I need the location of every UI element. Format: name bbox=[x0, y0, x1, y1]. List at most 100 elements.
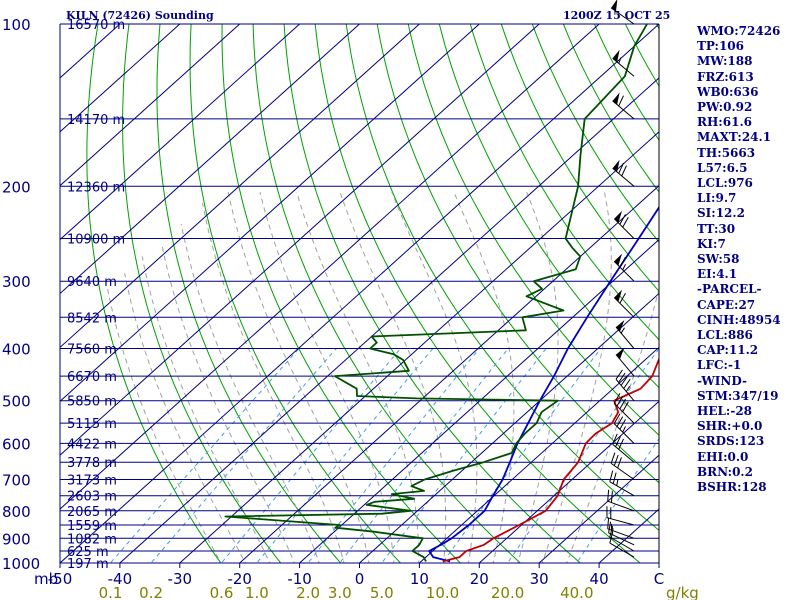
sounding-index: CAP:11.2 bbox=[697, 343, 759, 358]
temperature-tick-label: 0 bbox=[355, 570, 365, 588]
mixing-ratio-line bbox=[109, 348, 300, 563]
mixing-ratio-tick-label: 0.2 bbox=[139, 584, 163, 600]
sounding-index: -PARCEL- bbox=[697, 282, 762, 297]
sounding-index: FRZ:613 bbox=[697, 69, 754, 84]
moist-adiabat bbox=[202, 203, 345, 563]
wind-barb-flag bbox=[608, 521, 612, 533]
mixing-ratio-tick-label: 1.0 bbox=[245, 584, 269, 600]
wind-barb bbox=[607, 517, 635, 539]
mixing-ratio-tick-label: 3.0 bbox=[328, 584, 352, 600]
wind-barb-flag bbox=[619, 214, 626, 225]
dry-adiabat bbox=[314, 24, 641, 563]
dry-adiabat bbox=[500, 24, 659, 292]
height-label: 7560 m bbox=[67, 343, 117, 358]
wind-barb-staff bbox=[609, 536, 635, 552]
sounding-index: TT:30 bbox=[697, 221, 736, 236]
moist-adiabat bbox=[541, 191, 612, 563]
wind-barb-flag bbox=[609, 470, 614, 482]
wind-barb-pennant bbox=[616, 347, 625, 360]
height-label: 625 m bbox=[67, 545, 109, 560]
dewpoint-trace bbox=[224, 24, 648, 562]
wind-barb-half-flag bbox=[620, 327, 625, 334]
mixing-ratio-tick-label: 0.1 bbox=[99, 584, 123, 600]
wind-barb-staff bbox=[615, 378, 635, 402]
parcel-trace bbox=[428, 205, 659, 563]
wind-barb-staff bbox=[609, 542, 635, 558]
sounding-index: -WIND- bbox=[697, 373, 747, 388]
temperature-trace bbox=[442, 357, 659, 563]
wind-barb-half-flag bbox=[622, 426, 626, 433]
isotherm bbox=[418, 346, 659, 563]
wind-barb-flag bbox=[621, 165, 627, 177]
height-label: 197 m bbox=[67, 557, 109, 572]
moist-adiabat bbox=[124, 273, 246, 563]
wind-barb bbox=[612, 49, 635, 77]
wind-barb-flag bbox=[618, 95, 624, 107]
isotherm bbox=[60, 24, 61, 25]
wind-barb-flag bbox=[618, 372, 626, 383]
sounding-index: L57:6.5 bbox=[697, 160, 748, 175]
temperature-tick-label: 30 bbox=[530, 570, 549, 588]
height-label: 5115 m bbox=[67, 417, 117, 432]
sounding-index: CINH:48954 bbox=[697, 312, 781, 327]
wind-barb-flag bbox=[618, 438, 624, 450]
isotherm bbox=[478, 400, 659, 563]
wind-barb-staff bbox=[607, 500, 635, 512]
moist-adiabat bbox=[339, 191, 447, 563]
wind-barb-staff bbox=[615, 326, 635, 349]
wind-barb-flag bbox=[619, 256, 626, 268]
wind-barb-flag bbox=[617, 457, 622, 469]
dry-adiabat bbox=[189, 24, 402, 563]
wind-barb-pennant bbox=[614, 253, 622, 266]
pressure-tick-label: 700 bbox=[2, 472, 31, 490]
height-label: 3778 m bbox=[67, 456, 117, 471]
moist-adiabat bbox=[227, 191, 370, 563]
moist-adiabat bbox=[453, 191, 515, 563]
temperature-tick-label: -30 bbox=[168, 570, 193, 588]
wind-barb-pennant bbox=[611, 0, 618, 12]
sounding-index: EHI:0.0 bbox=[697, 449, 749, 464]
isotherm bbox=[179, 131, 659, 563]
mixing-ratio-tick-label: 10.0 bbox=[426, 584, 459, 600]
temperature-tick-label: 20 bbox=[470, 570, 489, 588]
sounding-index: KI:7 bbox=[697, 236, 726, 251]
wind-barb bbox=[608, 521, 635, 546]
wind-barb-flag bbox=[619, 419, 626, 430]
height-label: 2603 m bbox=[67, 490, 117, 505]
wind-barb-staff bbox=[612, 443, 635, 463]
wind-barb-flag bbox=[607, 489, 610, 502]
wind-barb-pennant bbox=[612, 49, 620, 63]
wind-barb-staff bbox=[607, 528, 635, 539]
mixing-ratio-line bbox=[381, 348, 547, 563]
station-title: KILN (72426) Sounding bbox=[66, 9, 214, 22]
mixing-ratio-tick-label: 5.0 bbox=[370, 584, 394, 600]
wind-barb-flag bbox=[607, 517, 610, 529]
sounding-index: LCL:976 bbox=[697, 176, 753, 191]
wind-barb-half-flag bbox=[625, 385, 631, 392]
mixing-ratio-line bbox=[150, 348, 337, 563]
pressure-tick-label: 500 bbox=[2, 393, 31, 411]
wind-barb-flag bbox=[609, 525, 614, 538]
pressure-tick-label: 400 bbox=[2, 341, 31, 359]
wind-barb bbox=[615, 369, 635, 402]
pressure-tick-label: 100 bbox=[2, 16, 31, 34]
pressure-tick-label: 600 bbox=[2, 435, 31, 453]
wind-barbs bbox=[606, 0, 635, 558]
wind-barb-staff bbox=[608, 532, 635, 546]
wind-barb-flag bbox=[612, 472, 617, 484]
wind-barb bbox=[612, 433, 635, 463]
mixing-ratio-unit-label: g/kg bbox=[666, 584, 699, 600]
wind-barb bbox=[612, 159, 635, 187]
pressure-tick-label: 800 bbox=[2, 503, 31, 521]
sounding-index: LCL:886 bbox=[697, 328, 753, 343]
mixing-ratio-line bbox=[339, 348, 509, 563]
isotherm bbox=[60, 24, 360, 295]
isotherm bbox=[60, 24, 181, 133]
wind-barb bbox=[606, 506, 635, 526]
pressure-tick-label: 200 bbox=[2, 178, 31, 196]
pressure-tick-label: 1000 bbox=[2, 555, 40, 573]
wind-barb-staff bbox=[613, 402, 635, 424]
wind-barb bbox=[607, 489, 635, 512]
